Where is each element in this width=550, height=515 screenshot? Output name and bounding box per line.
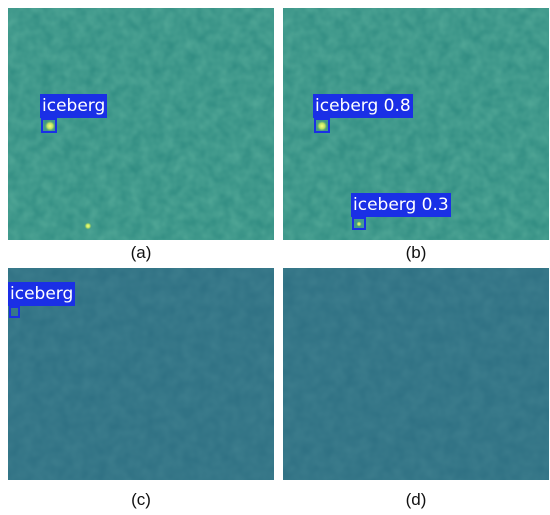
- detection-label: iceberg: [40, 94, 108, 118]
- panel-caption-c: (c): [131, 490, 151, 509]
- panel-caption-b: (b): [405, 243, 427, 262]
- image-panel-a: [8, 8, 274, 240]
- image-panel-d: [283, 268, 549, 500]
- detection-box: [9, 306, 20, 318]
- detection-box: [41, 118, 57, 133]
- iceberg-hotspot: [356, 221, 362, 227]
- detection-box: [314, 118, 330, 133]
- bright-speck: [84, 222, 92, 230]
- panel-caption-a: (a): [130, 243, 152, 262]
- iceberg-hotspot: [316, 120, 328, 132]
- detection-label: iceberg 0.8: [313, 94, 413, 118]
- panel-caption-d: (d): [405, 490, 427, 509]
- detection-label: iceberg 0.3: [351, 193, 451, 217]
- detection-label: iceberg: [8, 282, 76, 306]
- sonar-image-d: [283, 268, 549, 480]
- iceberg-hotspot: [44, 120, 56, 132]
- detection-box: [352, 217, 366, 230]
- sonar-image-a: [8, 8, 274, 240]
